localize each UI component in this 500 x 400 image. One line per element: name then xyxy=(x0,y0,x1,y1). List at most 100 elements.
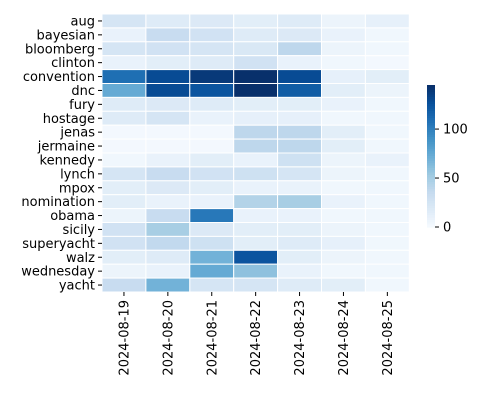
heatmap-cell xyxy=(189,96,235,112)
heatmap-cell xyxy=(145,235,191,251)
colorbar-segment xyxy=(427,167,435,171)
colorbar-segment xyxy=(427,148,435,152)
colorbar-segment xyxy=(427,122,435,126)
heatmap-cell xyxy=(364,83,410,98)
heatmap-cell xyxy=(364,124,410,140)
y-tick-label: bayesian xyxy=(37,28,96,43)
heatmap-cell xyxy=(233,55,279,71)
colorbar-segment xyxy=(427,132,435,136)
heatmap-cell xyxy=(233,69,279,84)
heatmap-cell xyxy=(364,208,410,224)
colorbar-segment xyxy=(427,89,435,93)
heatmap-cell xyxy=(321,83,366,98)
heatmap-cell xyxy=(321,138,366,154)
heatmap-cell xyxy=(189,13,235,29)
colorbar-segment xyxy=(427,118,435,122)
colorbar-segment xyxy=(427,158,435,162)
colorbar-segment xyxy=(427,120,435,124)
heatmap-cell xyxy=(277,222,323,237)
heatmap-cell xyxy=(101,96,147,112)
colorbar-segment xyxy=(427,92,435,96)
heatmap-cell xyxy=(364,180,410,196)
colorbar-segment xyxy=(427,99,435,103)
heatmap-cell xyxy=(321,277,366,293)
heatmap-cell xyxy=(101,263,147,279)
x-tick-labels: 2024-08-19 2024-08-20 2024-08-21 2024-08-22… xyxy=(117,292,396,376)
heatmap-cell xyxy=(277,277,323,293)
heatmap-cell xyxy=(145,194,191,210)
heatmap-cell xyxy=(277,208,323,224)
colorbar-segment xyxy=(427,172,435,176)
heatmap-cell xyxy=(101,180,147,196)
colorbar-segment xyxy=(427,224,435,228)
heatmap-cell xyxy=(189,208,235,224)
heatmap-cell xyxy=(189,180,235,196)
y-tick-label: obama xyxy=(50,209,95,224)
colorbar-tick-label: 0 xyxy=(443,221,451,236)
colorbar-segment xyxy=(427,189,435,193)
heatmap-cell xyxy=(277,41,323,57)
heatmap-cell xyxy=(277,166,323,182)
heatmap-cell xyxy=(189,263,235,279)
heatmap-cell xyxy=(277,152,323,168)
colorbar-segment xyxy=(427,129,435,133)
heatmap-cell xyxy=(364,166,410,182)
heatmap-cell xyxy=(321,13,366,29)
heatmap-cell xyxy=(233,208,279,224)
heatmap-cell xyxy=(189,222,235,237)
y-tick-label: hostage xyxy=(43,112,95,127)
heatmap-cell xyxy=(321,152,366,168)
colorbar-segment xyxy=(427,160,435,164)
heatmap-cell xyxy=(233,138,279,154)
heatmap-cell xyxy=(101,138,147,154)
heatmap-cell xyxy=(364,69,410,84)
colorbar-tick-label: 50 xyxy=(443,172,460,187)
heatmap-cell xyxy=(277,96,323,112)
heatmap-cell xyxy=(277,235,323,251)
colorbar-segment xyxy=(427,125,435,129)
heatmap-cell xyxy=(145,138,191,154)
heatmap-cell xyxy=(364,27,410,43)
colorbar-segment xyxy=(427,198,435,202)
heatmap-cell xyxy=(364,96,410,112)
heatmap-cell xyxy=(277,180,323,196)
colorbar-segment xyxy=(427,217,435,221)
heatmap-cell xyxy=(189,110,235,126)
heatmap-cell xyxy=(233,180,279,196)
heatmap-cell xyxy=(233,124,279,140)
heatmap-cell xyxy=(189,55,235,71)
heatmap-cell xyxy=(364,222,410,237)
x-tick-label: 2024-08-21 xyxy=(205,300,220,376)
colorbar-segment xyxy=(427,174,435,178)
colorbar-segment xyxy=(427,103,435,107)
heatmap-cell xyxy=(233,194,279,210)
heatmap-cell xyxy=(233,110,279,126)
heatmap-cell xyxy=(321,124,366,140)
heatmap-cell xyxy=(145,13,191,29)
heatmap-cell xyxy=(277,249,323,265)
y-tick-label: mpox xyxy=(59,181,95,196)
heatmap-cell xyxy=(189,194,235,210)
colorbar-segment xyxy=(427,208,435,212)
y-tick-label: jenas xyxy=(59,126,95,141)
heatmap-cell xyxy=(189,249,235,265)
y-tick-label: sicily xyxy=(63,223,96,238)
heatmap-cell xyxy=(189,138,235,154)
colorbar-segment xyxy=(427,165,435,169)
heatmap-cell xyxy=(101,208,147,224)
heatmap-cell xyxy=(101,235,147,251)
colorbar-segment xyxy=(427,153,435,157)
heatmap-cell xyxy=(277,138,323,154)
heatmap-cell xyxy=(189,277,235,293)
heatmap-cell xyxy=(364,55,410,71)
heatmap-cell xyxy=(189,152,235,168)
y-tick-label: yacht xyxy=(59,279,95,294)
heatmap-cell xyxy=(277,13,323,29)
colorbar-segment xyxy=(427,146,435,150)
heatmap-cell xyxy=(364,263,410,279)
y-tick-label: wednesday xyxy=(21,265,95,280)
heatmap-cell xyxy=(233,263,279,279)
heatmap-cell xyxy=(101,41,147,57)
heatmap-cell xyxy=(145,41,191,57)
